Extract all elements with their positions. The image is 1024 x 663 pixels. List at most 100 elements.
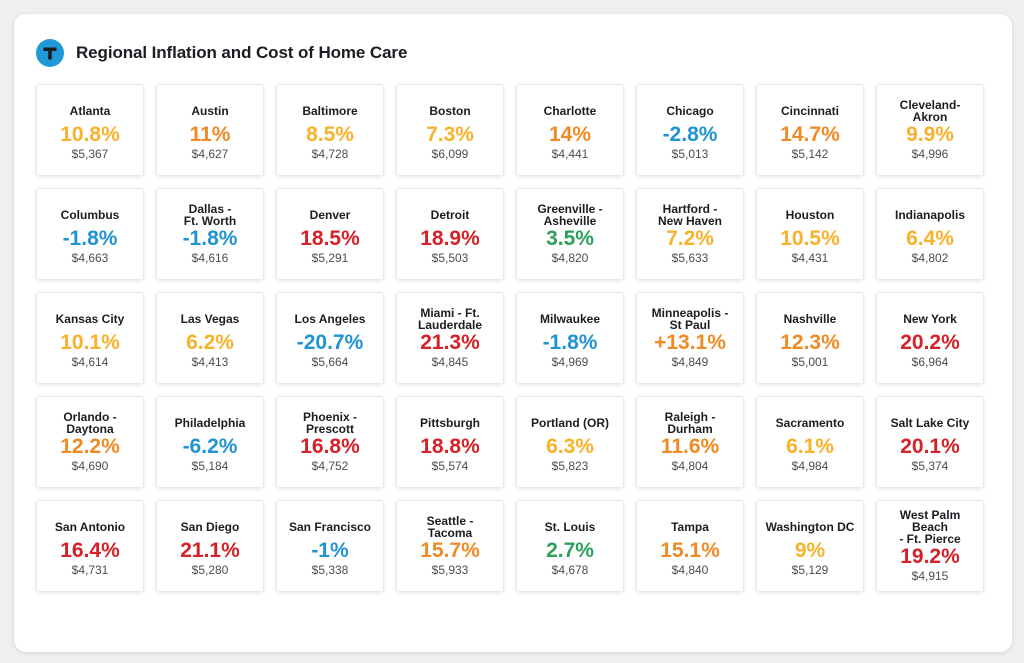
city-name: Denver: [309, 207, 351, 222]
city-card: Tampa 15.1% $4,840: [636, 500, 744, 592]
city-card: Portland (OR) 6.3% $5,823: [516, 396, 624, 488]
city-name: Cleveland- Akron: [899, 97, 961, 124]
city-card: Baltimore 8.5% $4,728: [276, 84, 384, 176]
inflation-percent: 12.3%: [780, 330, 840, 354]
home-care-cost: $5,374: [911, 458, 949, 473]
home-care-cost: $4,984: [791, 458, 829, 473]
inflation-percent: 14%: [548, 122, 592, 146]
city-name: Philadelphia: [174, 415, 246, 430]
home-care-cost: $4,915: [911, 568, 949, 583]
city-card: Milwaukee -1.8% $4,969: [516, 292, 624, 384]
city-name: Las Vegas: [180, 311, 240, 326]
city-card: Atlanta 10.8% $5,367: [36, 84, 144, 176]
city-card: Philadelphia -6.2% $5,184: [156, 396, 264, 488]
inflation-percent: 21.1%: [180, 538, 240, 562]
city-name: Hartford - New Haven: [657, 201, 723, 228]
city-name: Portland (OR): [531, 415, 609, 430]
city-name: Chicago: [666, 103, 714, 118]
home-care-cost: $4,752: [311, 458, 349, 473]
inflation-percent: 16.4%: [60, 538, 120, 562]
city-card: Orlando - Daytona 12.2% $4,690: [36, 396, 144, 488]
inflation-percent: 6.3%: [546, 434, 594, 458]
city-name: Dallas - Ft. Worth: [183, 201, 237, 228]
city-card: Boston 7.3% $6,099: [396, 84, 504, 176]
home-care-cost: $4,845: [431, 354, 469, 369]
home-care-cost: $5,280: [191, 562, 229, 577]
home-care-cost: $6,099: [431, 146, 469, 161]
home-care-cost: $5,574: [431, 458, 469, 473]
city-name: Minneapolis - St Paul: [651, 305, 729, 332]
city-name: San Francisco: [288, 519, 372, 534]
inflation-percent: -1.8%: [182, 226, 238, 250]
city-card: Sacramento 6.1% $4,984: [756, 396, 864, 488]
city-name: Washington DC: [765, 519, 855, 534]
city-card: Minneapolis - St Paul +13.1% $4,849: [636, 292, 744, 384]
city-name: Houston: [785, 207, 835, 222]
city-name: Orlando - Daytona: [63, 409, 117, 436]
city-name: Detroit: [430, 207, 470, 222]
city-grid: Atlanta 10.8% $5,367 Austin 11% $4,627 Baltimo…: [36, 84, 987, 592]
inflation-percent: 16.8%: [300, 434, 360, 458]
inflation-percent: -20.7%: [296, 330, 364, 354]
inflation-percent: 11.6%: [660, 434, 720, 458]
inflation-percent: 6.1%: [786, 434, 834, 458]
inflation-percent: 18.9%: [420, 226, 480, 250]
city-name: Tampa: [671, 519, 709, 534]
city-card: Pittsburgh 18.8% $5,574: [396, 396, 504, 488]
city-card: Kansas City 10.1% $4,614: [36, 292, 144, 384]
city-name: Boston: [429, 103, 471, 118]
city-card: Hartford - New Haven 7.2% $5,633: [636, 188, 744, 280]
inflation-percent: +13.1%: [654, 330, 726, 354]
home-care-cost: $5,633: [671, 250, 709, 265]
home-care-cost: $4,804: [671, 458, 709, 473]
home-care-cost: $4,731: [71, 562, 109, 577]
home-care-cost: $5,291: [311, 250, 349, 265]
city-name: Kansas City: [55, 311, 125, 326]
city-name: West Palm Beach - Ft. Pierce: [899, 507, 961, 546]
city-card: Chicago -2.8% $5,013: [636, 84, 744, 176]
home-care-cost: $5,001: [791, 354, 829, 369]
inflation-percent: 3.5%: [546, 226, 594, 250]
home-care-cost: $5,129: [791, 562, 829, 577]
city-card: New York 20.2% $6,964: [876, 292, 984, 384]
city-card: Nashville 12.3% $5,001: [756, 292, 864, 384]
page-title: Regional Inflation and Cost of Home Care: [76, 43, 408, 62]
inflation-percent: 7.2%: [666, 226, 714, 250]
city-name: Columbus: [60, 207, 120, 222]
home-care-cost: $5,013: [671, 146, 709, 161]
city-name: Cincinnati: [780, 103, 839, 118]
main-panel: Regional Inflation and Cost of Home Care…: [14, 14, 1012, 652]
city-card: Houston 10.5% $4,431: [756, 188, 864, 280]
city-name: Indianapolis: [894, 207, 965, 222]
home-care-cost: $4,663: [71, 250, 109, 265]
city-name: Sacramento: [775, 415, 845, 430]
inflation-percent: -1.8%: [62, 226, 118, 250]
home-care-cost: $5,338: [311, 562, 349, 577]
inflation-percent: 12.2%: [60, 434, 120, 458]
inflation-percent: -2.8%: [662, 122, 718, 146]
inflation-percent: 7.3%: [426, 122, 474, 146]
city-name: Atlanta: [69, 103, 111, 118]
city-card: Raleigh - Durham 11.6% $4,804: [636, 396, 744, 488]
inflation-percent: 18.5%: [300, 226, 360, 250]
city-name: Los Angeles: [294, 311, 366, 326]
header: Regional Inflation and Cost of Home Care: [36, 38, 407, 68]
city-card: Greenville - Asheville 3.5% $4,820: [516, 188, 624, 280]
city-card: Columbus -1.8% $4,663: [36, 188, 144, 280]
city-name: Pittsburgh: [420, 415, 480, 430]
city-name: Austin: [191, 103, 229, 118]
inflation-percent: 11%: [189, 122, 231, 146]
home-care-cost: $4,802: [911, 250, 949, 265]
inflation-percent: 15.7%: [420, 538, 480, 562]
inflation-percent: -1.8%: [542, 330, 598, 354]
city-name: Phoenix - Prescott: [302, 409, 357, 436]
inflation-percent: 8.5%: [306, 122, 354, 146]
inflation-percent: -6.2%: [182, 434, 238, 458]
city-name: Greenville - Asheville: [537, 201, 603, 228]
home-care-cost: $4,616: [191, 250, 229, 265]
city-card: St. Louis 2.7% $4,678: [516, 500, 624, 592]
inflation-percent: 20.1%: [900, 434, 960, 458]
home-care-cost: $4,840: [671, 562, 709, 577]
inflation-percent: 14.7%: [780, 122, 840, 146]
home-care-cost: $5,664: [311, 354, 349, 369]
